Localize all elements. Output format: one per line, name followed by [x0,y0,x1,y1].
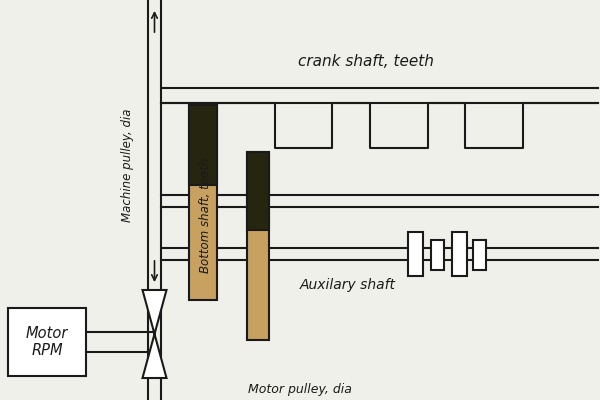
Bar [189,105,217,185]
Text: Bottom shaft, teeth: Bottom shaft, teeth [199,157,212,273]
Polygon shape [143,290,167,378]
Bar [8,308,86,376]
Text: Auxilary shaft: Auxilary shaft [300,278,396,292]
Text: Motor pulley, dia: Motor pulley, dia [248,384,352,396]
Text: crank shaft, teeth: crank shaft, teeth [298,54,434,70]
Text: Motor
RPM: Motor RPM [26,326,68,358]
Bar [247,152,269,230]
Bar [408,232,423,276]
Bar [247,152,269,340]
Text: Machine pulley, dia: Machine pulley, dia [121,108,134,222]
Bar [473,240,486,270]
Bar [431,240,444,270]
Bar [189,105,217,300]
Bar [452,232,467,276]
